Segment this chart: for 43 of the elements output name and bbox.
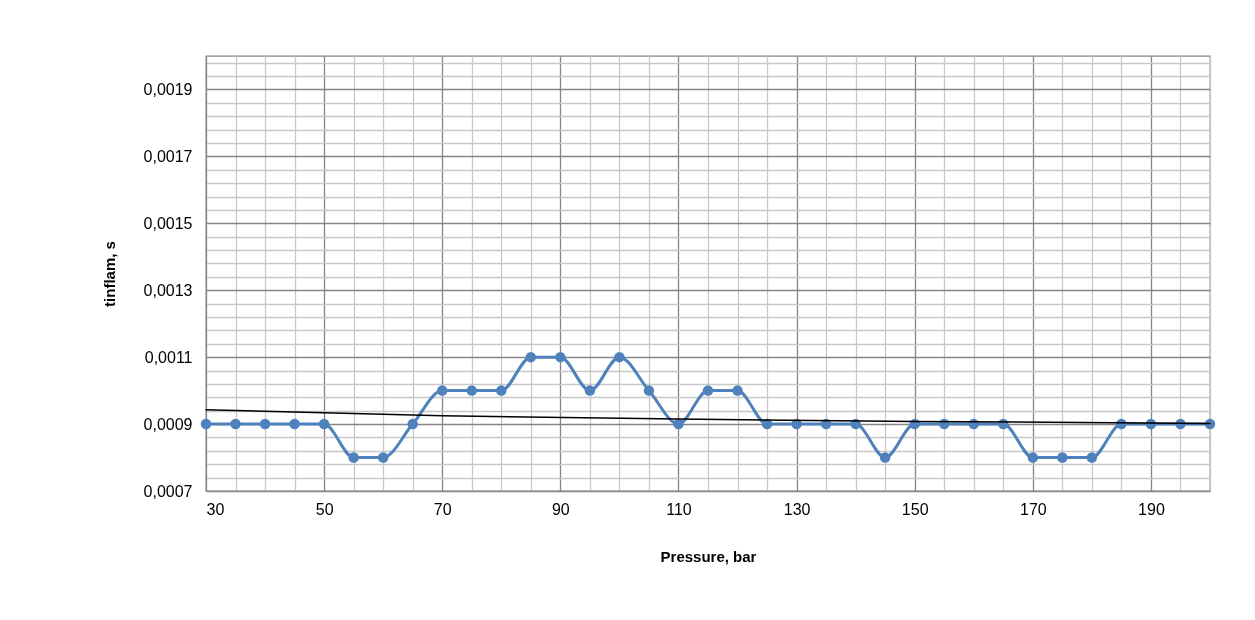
point: [230, 418, 241, 430]
y-tick-label: 0,0013: [143, 281, 193, 299]
point: [614, 351, 625, 363]
x-tick-label: 170: [1019, 500, 1047, 518]
y-tick-label: 0,0017: [143, 147, 193, 165]
point: [348, 452, 359, 463]
point: [200, 418, 212, 430]
x-tick-label: 110: [666, 500, 692, 518]
point: [732, 385, 743, 396]
x-axis-title: Pressure, bar: [660, 547, 757, 565]
point: [377, 452, 389, 463]
point: [555, 351, 566, 363]
y-tick-label: 0,0015: [143, 214, 193, 232]
y-axis-title: tinflam, s: [100, 241, 118, 307]
x-tick-label: 50: [315, 500, 334, 518]
point: [584, 385, 596, 396]
point: [259, 418, 271, 430]
x-tick-label: 150: [901, 500, 929, 518]
x-tick-label: 190: [1138, 500, 1165, 518]
point: [879, 452, 891, 463]
point: [407, 418, 418, 430]
point: [1204, 418, 1216, 430]
point: [1027, 452, 1039, 463]
point: [702, 385, 714, 396]
point: [436, 385, 448, 396]
point: [496, 385, 507, 396]
point: [820, 418, 832, 430]
point: [289, 418, 300, 430]
x-tick-label: 130: [783, 500, 811, 518]
y-tick-label: 0,0011: [144, 348, 193, 366]
x-tick-label: 70: [433, 500, 452, 518]
point: [1057, 452, 1068, 463]
x-tick-label: 30: [206, 500, 225, 518]
point: [466, 385, 478, 396]
point: [318, 418, 330, 430]
y-tick-label: 0,0007: [143, 482, 193, 500]
point: [643, 385, 655, 396]
point: [525, 351, 537, 363]
x-tick-label: 90: [551, 500, 570, 518]
point: [1086, 452, 1098, 463]
y-tick-label: 0,0009: [143, 415, 193, 433]
point: [673, 418, 684, 430]
y-tick-label: 0,0019: [143, 80, 193, 98]
